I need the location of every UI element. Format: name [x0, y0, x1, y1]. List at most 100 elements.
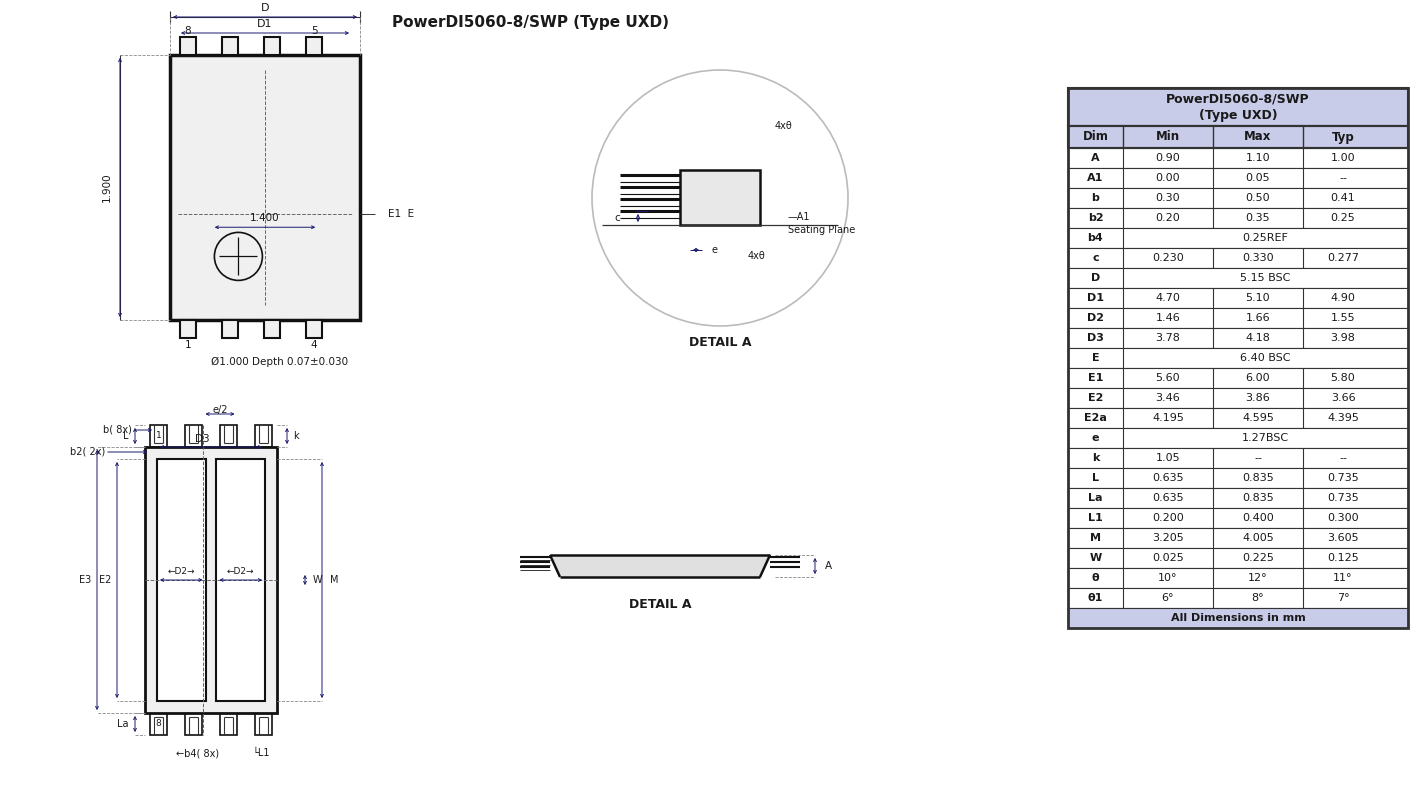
Text: 1: 1 — [156, 432, 162, 440]
Text: 0.635: 0.635 — [1152, 493, 1184, 503]
Text: D1: D1 — [257, 19, 273, 29]
Text: E3: E3 — [78, 575, 91, 585]
Text: 6.00: 6.00 — [1245, 373, 1271, 383]
Text: Max: Max — [1244, 131, 1272, 144]
Text: b( 8x): b( 8x) — [104, 425, 132, 435]
Text: E2a: E2a — [1083, 413, 1108, 423]
Text: 0.25: 0.25 — [1331, 213, 1355, 223]
Text: 0.025: 0.025 — [1152, 553, 1184, 563]
Bar — [1068, 228, 1409, 248]
Text: ←b4( 8x): ←b4( 8x) — [176, 748, 219, 758]
Text: c: c — [1092, 253, 1099, 263]
Text: L: L — [124, 431, 129, 441]
Text: 0.225: 0.225 — [1242, 553, 1274, 563]
Text: 5.80: 5.80 — [1331, 373, 1355, 383]
Bar — [185, 425, 202, 447]
Text: Seating Plane: Seating Plane — [788, 225, 855, 235]
Text: b2( 2x): b2( 2x) — [70, 447, 105, 457]
Text: 8: 8 — [156, 720, 162, 729]
Text: A: A — [1091, 153, 1100, 163]
Bar — [220, 713, 237, 735]
Text: 0.835: 0.835 — [1242, 493, 1274, 503]
Bar — [1068, 428, 1409, 448]
Bar — [185, 713, 202, 735]
Text: E2: E2 — [1088, 393, 1103, 403]
Text: --: -- — [1339, 453, 1348, 463]
Text: k: k — [293, 431, 298, 441]
Text: 0.20: 0.20 — [1156, 213, 1180, 223]
Bar — [1068, 568, 1409, 588]
Bar — [1068, 208, 1409, 228]
Text: 4xθ: 4xθ — [748, 251, 765, 261]
Text: 0.125: 0.125 — [1328, 553, 1359, 563]
Text: 4.90: 4.90 — [1331, 293, 1356, 303]
Text: 1.900: 1.900 — [102, 172, 112, 203]
Bar — [1068, 348, 1409, 368]
Bar — [1068, 408, 1409, 428]
Bar — [1068, 88, 1409, 628]
Text: Typ: Typ — [1332, 131, 1355, 144]
Text: D3: D3 — [195, 434, 210, 444]
Text: 1.66: 1.66 — [1245, 313, 1271, 323]
Text: 7°: 7° — [1336, 593, 1349, 603]
Text: E: E — [1092, 353, 1099, 363]
Text: W: W — [312, 575, 322, 585]
Bar — [305, 320, 322, 338]
Text: 1.10: 1.10 — [1245, 153, 1271, 163]
Text: D: D — [261, 3, 270, 13]
Text: b2: b2 — [1088, 213, 1103, 223]
Text: 4.395: 4.395 — [1328, 413, 1359, 423]
Text: D2: D2 — [1086, 313, 1103, 323]
Text: DETAIL A: DETAIL A — [629, 598, 692, 611]
Text: e/2: e/2 — [212, 405, 227, 415]
Text: 4.195: 4.195 — [1152, 413, 1184, 423]
Bar — [145, 447, 277, 713]
Text: —A1: —A1 — [788, 212, 811, 222]
Text: e: e — [1092, 433, 1099, 443]
Text: 0.400: 0.400 — [1242, 513, 1274, 523]
Text: 4.18: 4.18 — [1245, 333, 1271, 343]
Text: c: c — [615, 213, 621, 223]
Text: └L1: └L1 — [253, 748, 270, 758]
Text: 4: 4 — [311, 340, 317, 350]
Bar — [220, 425, 237, 447]
Text: 3.66: 3.66 — [1331, 393, 1355, 403]
Text: M: M — [1091, 533, 1100, 543]
Bar — [1068, 188, 1409, 208]
Bar — [1068, 448, 1409, 468]
Bar — [305, 37, 322, 55]
Polygon shape — [550, 555, 770, 577]
Bar — [1068, 528, 1409, 548]
Text: 6.40 BSC: 6.40 BSC — [1240, 353, 1291, 363]
Text: 1.05: 1.05 — [1156, 453, 1180, 463]
Text: ←D2→: ←D2→ — [168, 567, 195, 576]
Text: 0.30: 0.30 — [1156, 193, 1180, 203]
Bar — [180, 37, 196, 55]
Text: 5.60: 5.60 — [1156, 373, 1180, 383]
Text: --: -- — [1339, 173, 1348, 183]
Bar — [1068, 608, 1409, 628]
Bar — [151, 425, 168, 447]
Bar — [216, 459, 266, 701]
Bar — [1068, 288, 1409, 308]
Text: 0.41: 0.41 — [1331, 193, 1355, 203]
Text: 0.735: 0.735 — [1328, 473, 1359, 483]
Text: 5: 5 — [311, 26, 317, 36]
Text: All Dimensions in mm: All Dimensions in mm — [1170, 613, 1305, 623]
Text: Dim: Dim — [1082, 131, 1109, 144]
Bar — [222, 320, 239, 338]
Text: 5.10: 5.10 — [1245, 293, 1271, 303]
Text: 0.735: 0.735 — [1328, 493, 1359, 503]
Text: 6°: 6° — [1162, 593, 1174, 603]
Text: 8°: 8° — [1251, 593, 1264, 603]
Text: b4: b4 — [1088, 233, 1103, 243]
Text: 3.46: 3.46 — [1156, 393, 1180, 403]
Text: D3: D3 — [1088, 333, 1103, 343]
Bar — [151, 713, 168, 735]
Bar — [256, 425, 273, 447]
Bar — [1068, 148, 1409, 168]
Text: 1.400: 1.400 — [250, 213, 280, 223]
Bar — [264, 37, 280, 55]
Bar — [1068, 248, 1409, 268]
Text: 4.005: 4.005 — [1242, 533, 1274, 543]
